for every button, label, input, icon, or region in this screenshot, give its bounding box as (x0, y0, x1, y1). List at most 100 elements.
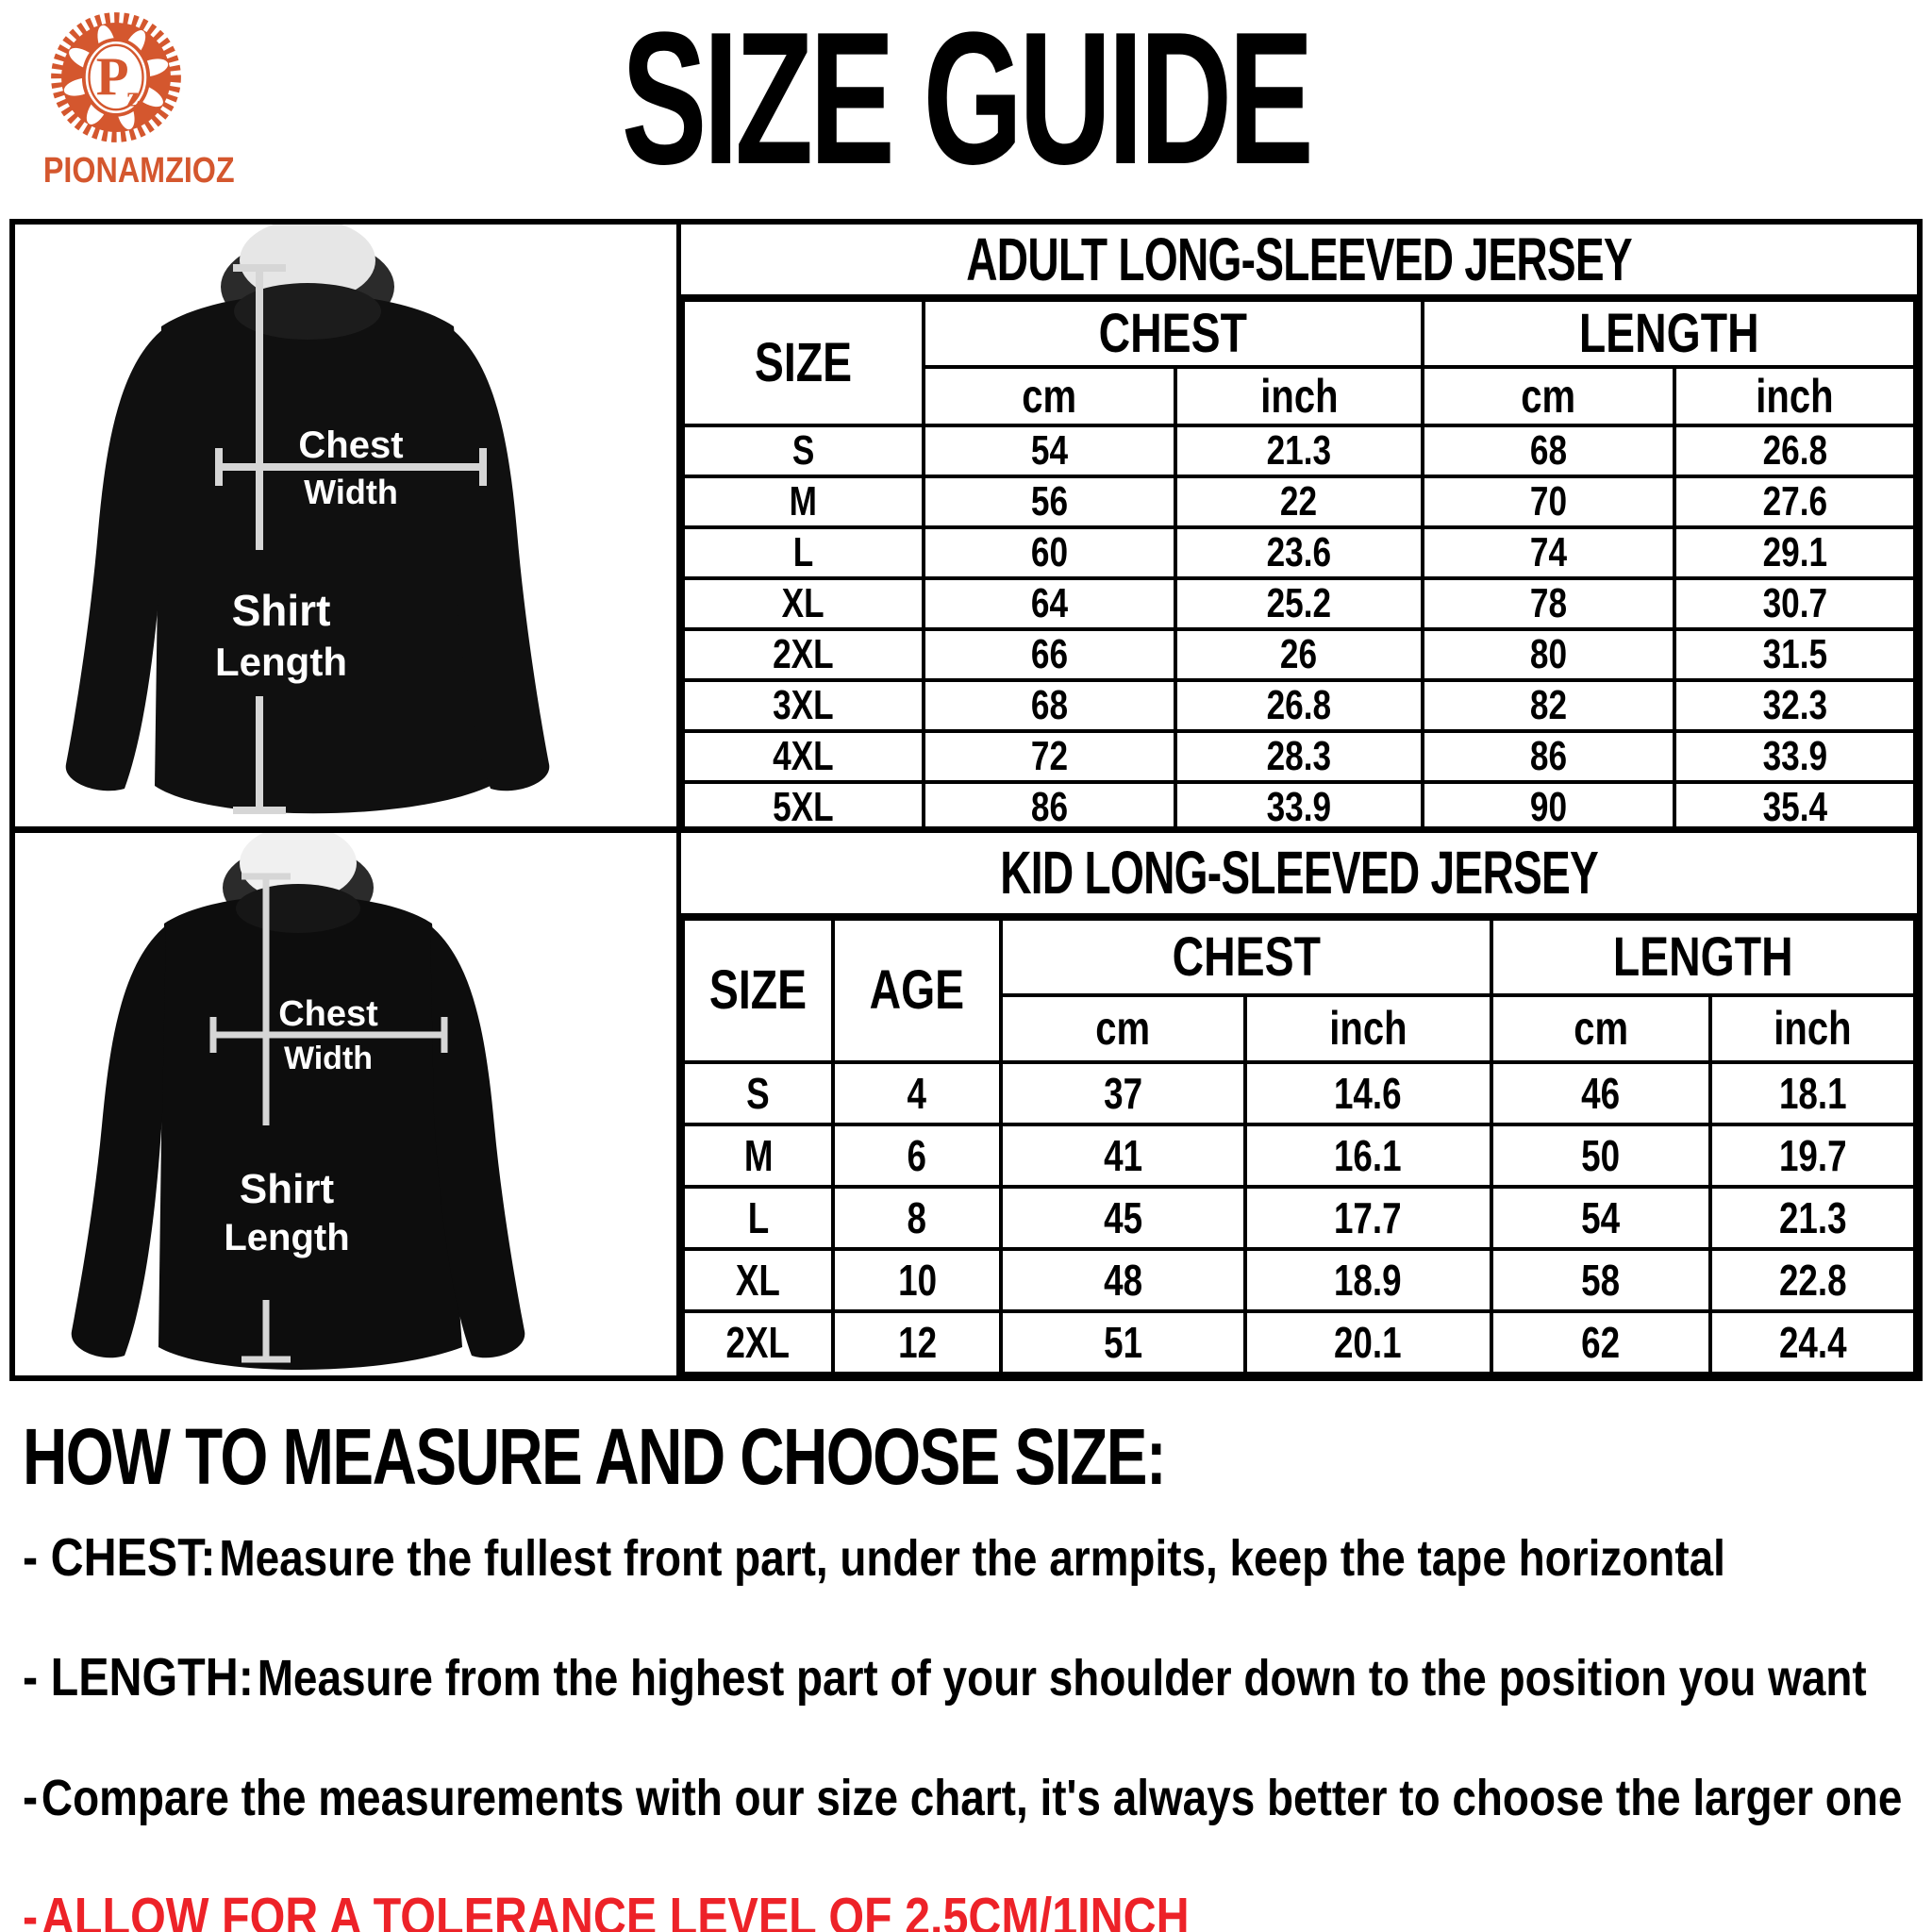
table-cell: 50 (1489, 1122, 1713, 1189)
table-cell: S (681, 1059, 836, 1126)
instruction-compare: - Compare the measurements with our size… (23, 1768, 1913, 1840)
table-row: L 60 23.6 74 29.1 (681, 525, 1917, 580)
table-cell: 30.7 (1673, 576, 1917, 631)
table-cell: 72 (921, 729, 1178, 784)
measurement-lines (209, 873, 448, 1363)
table-cell: 60 (921, 525, 1178, 580)
table-cell: 33.9 (1673, 729, 1917, 784)
table-cell: 70 (1420, 475, 1677, 529)
table-cell: 26 (1174, 627, 1424, 682)
brand-name-text: PIONAMZIOZ (42, 151, 235, 191)
col-header-length-inch: inch (1673, 365, 1917, 427)
how-to-heading: HOW TO MEASURE AND CHOOSE SIZE: (23, 1412, 1167, 1501)
table-cell: XL (681, 576, 925, 631)
table-row: 2XL 66 26 80 31.5 (681, 627, 1917, 682)
table-row: XL 10 48 18.9 58 22.8 (681, 1246, 1917, 1313)
table-cell: 26.8 (1174, 678, 1424, 733)
table-cell: 26.8 (1673, 424, 1917, 478)
col-header-chest-inch: inch (1174, 365, 1424, 427)
kid-jersey-figure: Chest Width Shirt Length (15, 833, 676, 1375)
kid-jersey-illustration-icon: Chest Width Shirt Length (71, 833, 525, 1370)
table-cell: 8 (831, 1184, 1003, 1251)
table-row: 4XL 72 28.3 86 33.9 (681, 729, 1917, 784)
col-header-size: SIZE (681, 296, 925, 427)
adult-jersey-figure: Chest Width Shirt Length (15, 225, 676, 826)
table-row: M 56 22 70 27.6 (681, 475, 1917, 529)
kid-size-table: KID LONG-SLEEVED JERSEY SIZE AGE CHEST L… (681, 833, 1917, 1375)
table-cell: 64 (921, 576, 1178, 631)
col-header-chest-cm: cm (998, 993, 1247, 1064)
table-cell: 78 (1420, 576, 1677, 631)
table-cell: 46 (1489, 1059, 1713, 1126)
table-cell: 6 (831, 1122, 1003, 1189)
table-row: XL 64 25.2 78 30.7 (681, 576, 1917, 631)
table-cell: 90 (1420, 780, 1677, 826)
table-cell: S (681, 424, 925, 478)
table-cell: 14.6 (1242, 1059, 1493, 1126)
instruction-prefix: - (23, 1887, 39, 1932)
how-to-measure-section: HOW TO MEASURE AND CHOOSE SIZE: - CHEST:… (23, 1413, 1913, 1932)
adult-table-title: ADULT LONG-SLEEVED JERSEY (683, 225, 1915, 302)
table-row: M 6 41 16.1 50 19.7 (681, 1122, 1917, 1189)
kid-size-table-cell: KID LONG-SLEEVED JERSEY SIZE AGE CHEST L… (681, 833, 1917, 1375)
table-row: S 54 21.3 68 26.8 (681, 424, 1917, 478)
table-cell: 45 (998, 1184, 1247, 1251)
instruction-text: Compare the measurements with our size c… (41, 1770, 1903, 1826)
table-cell: 23.6 (1174, 525, 1424, 580)
table-cell: 3XL (681, 678, 925, 733)
adult-jersey-diagram: Chest Width Shirt Length (15, 225, 681, 833)
instruction-text: Measure the fullest front part, under th… (219, 1530, 1725, 1587)
instruction-prefix: - LENGTH: (23, 1647, 254, 1707)
table-cell: 68 (1420, 424, 1677, 478)
table-cell: 27.6 (1673, 475, 1917, 529)
col-header-length-inch: inch (1708, 993, 1917, 1064)
table-cell: 54 (1489, 1184, 1713, 1251)
table-cell: 33.9 (1174, 780, 1424, 826)
table-cell: 58 (1489, 1246, 1713, 1313)
table-row: L 8 45 17.7 54 21.3 (681, 1184, 1917, 1251)
instruction-chest: - CHEST: Measure the fullest front part,… (23, 1528, 1913, 1601)
instruction-tolerance: - ALLOW FOR A TOLERANCE LEVEL OF 2.5CM/1… (23, 1888, 1913, 1932)
table-cell: 17.7 (1242, 1184, 1493, 1251)
chest-width-label-1: Chest (298, 425, 403, 466)
instruction-prefix: - CHEST: (23, 1527, 216, 1588)
monogram-p: P (96, 47, 129, 107)
kid-jersey-diagram: Chest Width Shirt Length (15, 833, 681, 1375)
table-cell: 20.1 (1242, 1308, 1493, 1375)
instruction-text: Measure from the highest part of your sh… (257, 1650, 1867, 1707)
table-cell: 4XL (681, 729, 925, 784)
table-cell: 86 (921, 780, 1178, 826)
instruction-text: ALLOW FOR A TOLERANCE LEVEL OF 2.5CM/1IN… (41, 1887, 1190, 1932)
table-cell: 2XL (681, 627, 925, 682)
table-row: S 4 37 14.6 46 18.1 (681, 1059, 1917, 1126)
table-cell: 32.3 (1673, 678, 1917, 733)
col-header-chest: CHEST (921, 296, 1424, 369)
col-header-size: SIZE (681, 914, 836, 1064)
table-row: 3XL 68 26.8 82 32.3 (681, 678, 1917, 733)
col-header-chest: CHEST (998, 914, 1493, 998)
table-cell: 4 (831, 1059, 1003, 1126)
chest-width-label-1: Chest (278, 994, 378, 1034)
brand-name: PIONAMZIOZ (26, 151, 235, 192)
table-cell: 18.9 (1242, 1246, 1493, 1313)
table-cell: 18.1 (1708, 1059, 1917, 1126)
col-header-age: AGE (831, 914, 1003, 1064)
adult-size-table-cell: ADULT LONG-SLEEVED JERSEY SIZE CHEST LEN… (681, 225, 1917, 833)
table-cell: 41 (998, 1122, 1247, 1189)
adult-jersey-illustration-icon: Chest Width Shirt Length (65, 225, 550, 814)
instruction-length: - LENGTH: Measure from the highest part … (23, 1648, 1913, 1721)
table-cell: 82 (1420, 678, 1677, 733)
col-header-length-cm: cm (1420, 365, 1677, 427)
adult-size-table: ADULT LONG-SLEEVED JERSEY SIZE CHEST LEN… (681, 225, 1917, 826)
table-row: 2XL 12 51 20.1 62 24.4 (681, 1308, 1917, 1375)
page-title-text: SIZE GUIDE (622, 0, 1314, 204)
instruction-prefix: - (23, 1767, 39, 1827)
table-cell: 62 (1489, 1308, 1713, 1375)
table-cell: 35.4 (1673, 780, 1917, 826)
chest-width-label-2: Width (304, 473, 398, 511)
page-title: SIZE GUIDE (0, 0, 1932, 204)
table-cell: 21.3 (1174, 424, 1424, 478)
table-cell: 25.2 (1174, 576, 1424, 631)
table-cell: 66 (921, 627, 1178, 682)
